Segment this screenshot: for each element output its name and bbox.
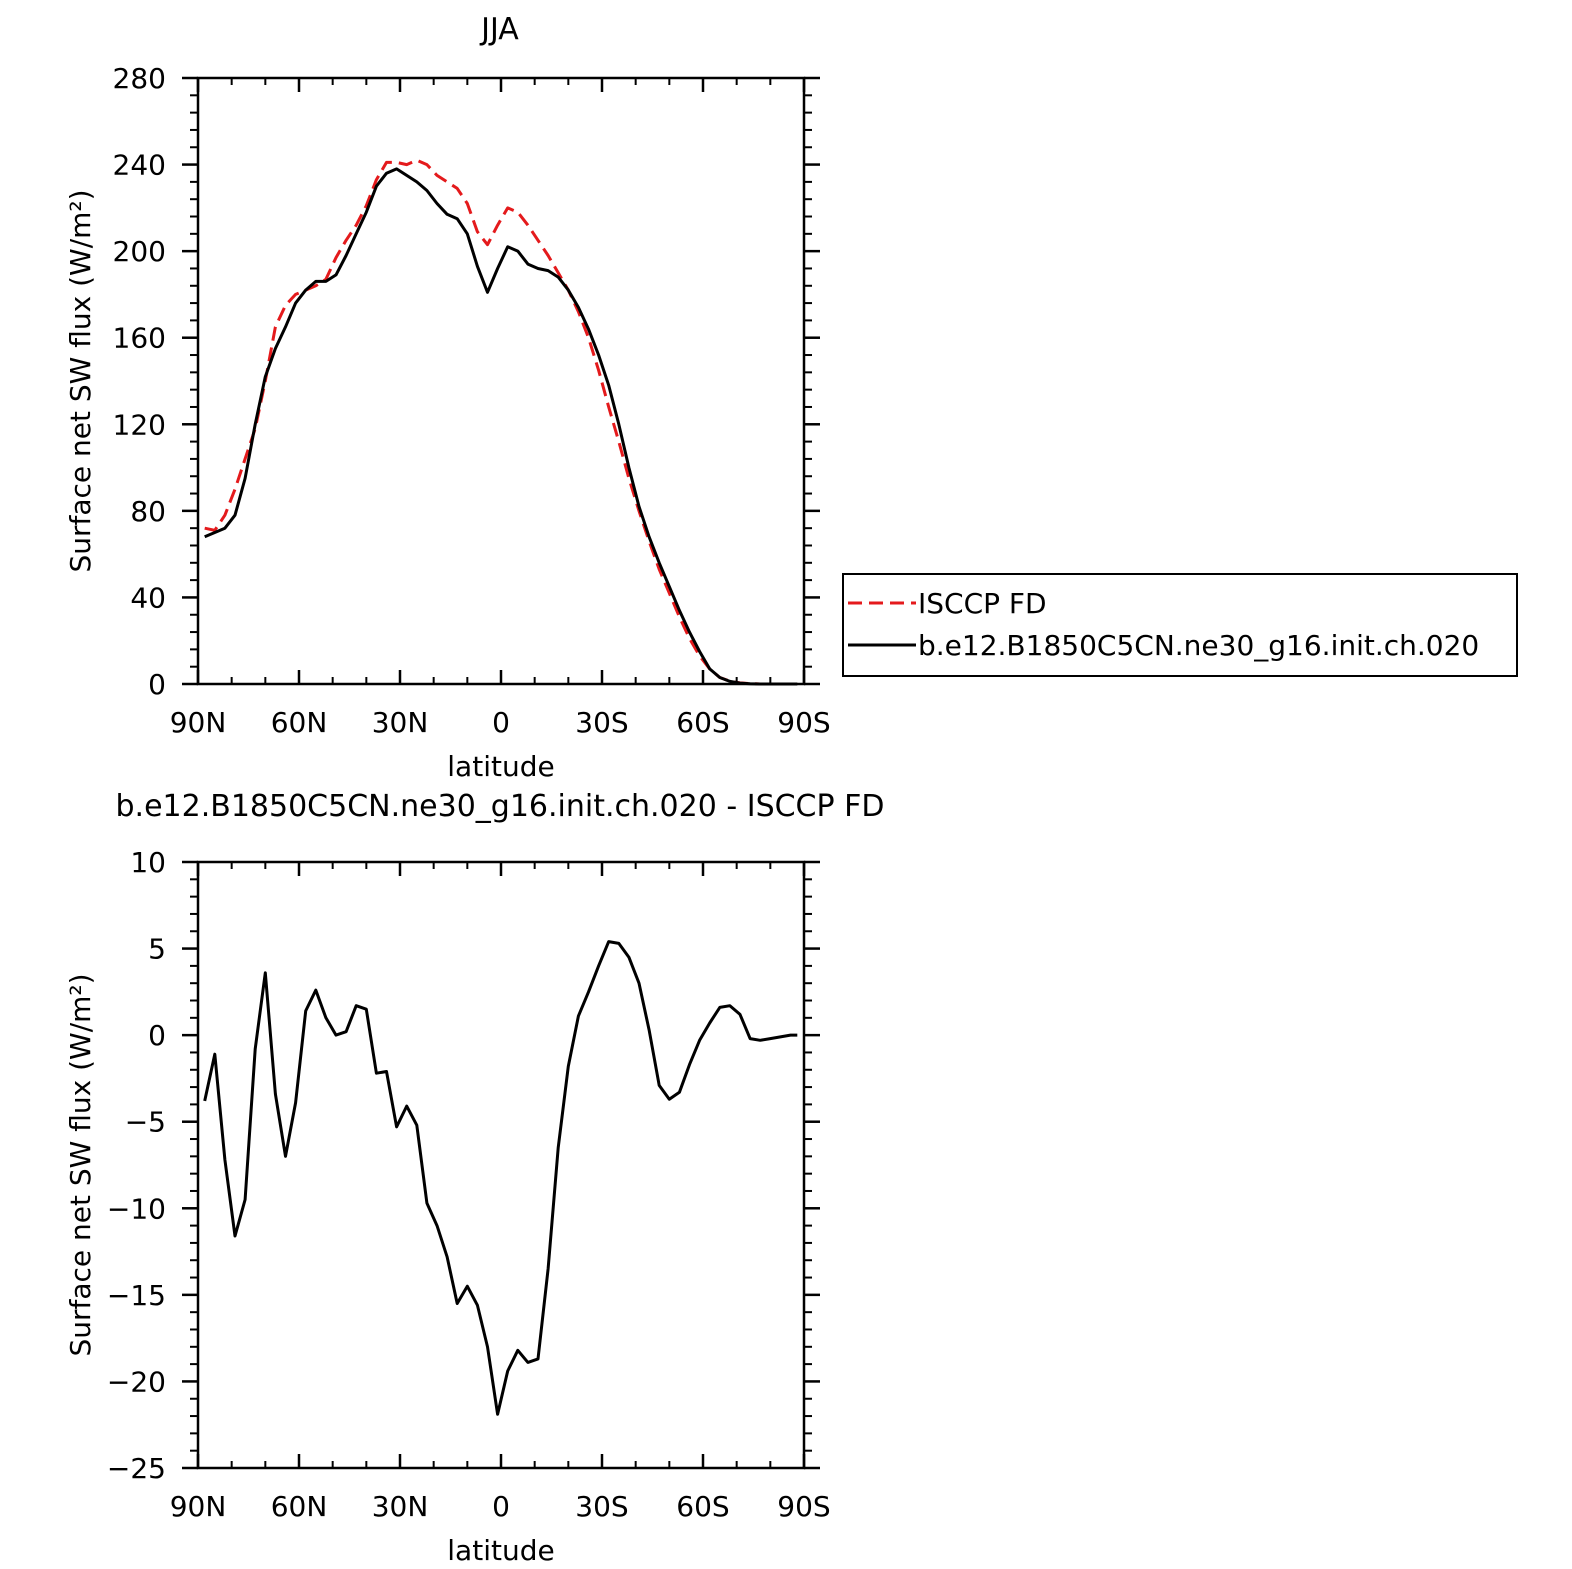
top-chart-legend: ISCCP FD b.e12.B1850C5CN.ne30_g16.init.ch… [842,573,1518,677]
top-chart-xtick-label: 90N [170,706,227,739]
bottom-chart: b.e12.B1850C5CN.ne30_g16.init.ch.020 - I… [64,789,884,1567]
bottom-chart-y-axis-label: Surface net SW flux (W/m²) [64,973,97,1356]
top-chart-xtick-label: 60N [271,706,328,739]
bottom-chart-title: b.e12.B1850C5CN.ne30_g16.init.ch.020 - I… [116,789,885,824]
top-chart-ytick-label: 160 [113,322,166,355]
top-chart: JJA 90N 60N 30N 0 30S 60S 90S 0 40 80 120 160 200 240… [64,12,1518,783]
bottom-chart-xtick-label: 90N [170,1490,227,1523]
top-chart-series-line-0 [204,158,798,686]
bottom-chart-ticks: 90N 60N 30N 0 30S 60S 90S −25 −20 −15 −10 −5 0 5 10 [107,846,831,1523]
top-chart-ytick-label: 40 [130,581,166,614]
top-chart-plot-frame [196,76,806,686]
legend-box [842,573,1518,677]
bottom-chart-ytick-label: −10 [107,1192,166,1225]
top-chart-ytick-label: 120 [113,408,166,441]
top-chart-ytick-label: 80 [130,495,166,528]
bottom-chart-xtick-label: 60S [676,1490,729,1523]
bottom-chart-ytick-label: −15 [107,1279,166,1312]
top-chart-xtick-label: 30N [372,706,429,739]
bottom-chart-ytick-label: −20 [107,1365,166,1398]
top-chart-xtick-label: 60S [676,706,729,739]
bottom-chart-series [203,940,798,1416]
legend-label-1: b.e12.B1850C5CN.ne30_g16.init.ch.020 [918,629,1479,662]
top-chart-ytick-label: 280 [113,62,166,95]
top-chart-xtick-label: 0 [492,706,510,739]
bottom-chart-xtick-label: 30S [575,1490,628,1523]
bottom-chart-xtick-label: 0 [492,1490,510,1523]
top-chart-xtick-label: 30S [575,706,628,739]
bottom-chart-ytick-label: 10 [130,846,166,879]
top-chart-ytick-label: 0 [148,668,166,701]
top-chart-y-axis-label: Surface net SW flux (W/m²) [64,189,97,572]
top-chart-ytick-label: 240 [113,149,166,182]
top-chart-title: JJA [479,12,519,47]
bottom-chart-ytick-label: −25 [107,1452,166,1485]
bottom-chart-ytick-label: 5 [148,933,166,966]
top-chart-series-line-1 [204,167,798,686]
legend-label-0: ISCCP FD [918,587,1047,620]
bottom-chart-xtick-label: 30N [372,1490,429,1523]
bottom-chart-series-line-0 [203,940,798,1416]
bottom-chart-plot-frame [196,860,806,1470]
top-chart-xtick-label: 90S [777,706,830,739]
top-chart-ticks: 90N 60N 30N 0 30S 60S 90S 0 40 80 120 160 200 240 280 [113,62,831,739]
top-chart-series [204,158,798,686]
bottom-chart-xtick-label: 90S [777,1490,830,1523]
bottom-chart-xtick-label: 60N [271,1490,328,1523]
top-chart-x-axis-label: latitude [447,750,554,783]
bottom-chart-ytick-label: −5 [125,1106,166,1139]
bottom-chart-ytick-label: 0 [148,1019,166,1052]
top-chart-ytick-label: 200 [113,235,166,268]
bottom-chart-x-axis-label: latitude [447,1534,554,1567]
